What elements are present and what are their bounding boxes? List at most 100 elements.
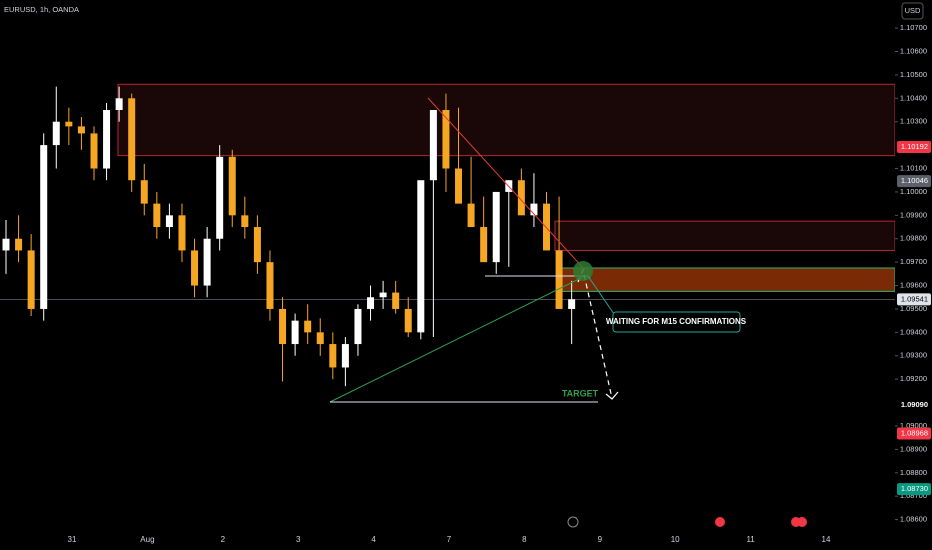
highlight-circle <box>573 261 593 281</box>
candle-body <box>203 238 211 286</box>
candle-body <box>530 203 538 216</box>
candle-body <box>103 110 111 169</box>
x-tick-label: 7 <box>447 535 452 544</box>
candle-body <box>266 262 274 309</box>
candle-body <box>543 203 551 251</box>
x-tick-label: 8 <box>522 535 527 544</box>
zone <box>554 220 896 251</box>
y-tick-label: 1.10700 <box>900 23 927 32</box>
candle-body <box>279 308 287 345</box>
event-icon <box>797 517 807 527</box>
arrow-head <box>605 391 619 400</box>
x-tick-label: 2 <box>221 535 226 544</box>
candle-body <box>253 227 261 263</box>
y-tick-label: 1.10600 <box>900 46 927 55</box>
y-tick-label: 1.08900 <box>900 444 927 453</box>
trend-line <box>329 275 586 403</box>
candle-body <box>216 156 224 239</box>
zone <box>559 267 896 292</box>
candle-body <box>2 238 10 251</box>
candle-body <box>379 292 387 298</box>
price-axis: USD 1.10700 1.10600 1.10500 1.10400 1.10300 1… <box>895 0 932 550</box>
y-tick-label: 1.09300 <box>900 351 927 360</box>
time-axis: 31 Aug 2 3 4 7 8 9 10 11 14 <box>68 516 831 544</box>
candle-body <box>52 121 60 146</box>
candle-body <box>404 308 412 333</box>
candle-body <box>341 344 349 368</box>
y-tick-label: 1.09800 <box>900 234 927 243</box>
callout-box <box>612 311 741 333</box>
y-tick-label: 1.10400 <box>900 93 927 102</box>
x-tick-label: 31 <box>68 535 77 544</box>
axis-background <box>895 0 932 550</box>
candle-body <box>40 145 48 309</box>
y-tick-label: 1.08800 <box>900 468 927 477</box>
candle-body <box>115 98 123 111</box>
target-text: TARGET <box>562 388 599 398</box>
candle-body <box>27 250 35 309</box>
price-badge <box>897 483 931 496</box>
price-badge-label: 1.10192 <box>901 142 928 151</box>
candle-body <box>568 299 576 309</box>
candle-body <box>77 126 85 134</box>
x-tick-label: 3 <box>296 535 301 544</box>
candle-body <box>178 215 186 251</box>
candle-body <box>165 215 173 228</box>
candle-body <box>480 227 488 263</box>
candle-body <box>316 332 324 345</box>
candle-body <box>291 320 299 345</box>
candle-body <box>65 121 73 127</box>
candle-body <box>467 203 475 228</box>
candle-body <box>367 297 375 309</box>
price-badge <box>897 175 931 188</box>
candle-body <box>90 133 98 169</box>
event-icon <box>567 516 579 528</box>
candle-body <box>555 250 563 309</box>
candle-body <box>417 180 425 333</box>
price-badge-label: 1.08968 <box>901 428 928 437</box>
candle-body <box>354 308 362 345</box>
candle-body <box>329 344 337 368</box>
zone <box>117 83 896 157</box>
symbol-title: EURUSD, 1h, OANDA <box>4 5 79 14</box>
event-icon <box>715 517 725 527</box>
y-tick-label: 1.09600 <box>900 281 927 290</box>
candle-body <box>392 292 400 309</box>
price-badge-label: 1.10046 <box>901 176 928 185</box>
y-tick-label: 1.10100 <box>900 164 927 173</box>
callout-text: WAITING FOR M15 CONFIRMATIONS <box>606 317 747 326</box>
candle-body <box>228 156 236 216</box>
candle-body <box>492 191 500 263</box>
price-badge <box>897 398 931 411</box>
y-tick-label: 1.08700 <box>900 491 927 500</box>
y-tick-label: 1.08600 <box>900 515 927 524</box>
price-badge-label: 1.09541 <box>901 294 928 303</box>
y-tick-label: 1.09700 <box>900 257 927 266</box>
x-tick-label: 14 <box>822 535 831 544</box>
candle-body <box>517 180 525 216</box>
candle-body <box>191 250 199 286</box>
price-badge-label: 1.09090 <box>901 400 928 409</box>
candle-body <box>241 215 249 228</box>
candle-body <box>140 180 148 204</box>
currency-box <box>901 2 924 20</box>
price-badge <box>897 293 931 306</box>
y-tick-label: 1.09400 <box>900 327 927 336</box>
x-tick-label: 9 <box>598 535 603 544</box>
y-tick-label: 1.09200 <box>900 374 927 383</box>
candle-body <box>304 320 312 333</box>
y-tick-label: 1.10500 <box>900 70 927 79</box>
candle-body <box>128 98 136 181</box>
x-tick-label: Aug <box>140 535 154 544</box>
x-tick-label: 4 <box>371 535 376 544</box>
y-tick-label: 1.09500 <box>900 304 927 313</box>
candle-body <box>153 203 161 228</box>
y-tick-label: 1.09000 <box>900 421 927 430</box>
candle-body <box>442 110 450 169</box>
currency: USD <box>905 6 921 15</box>
callout-line <box>587 275 615 315</box>
y-tick-label: 1.10000 <box>900 187 927 196</box>
y-tick-label: 1.10300 <box>900 117 927 126</box>
plot-area <box>0 83 896 387</box>
